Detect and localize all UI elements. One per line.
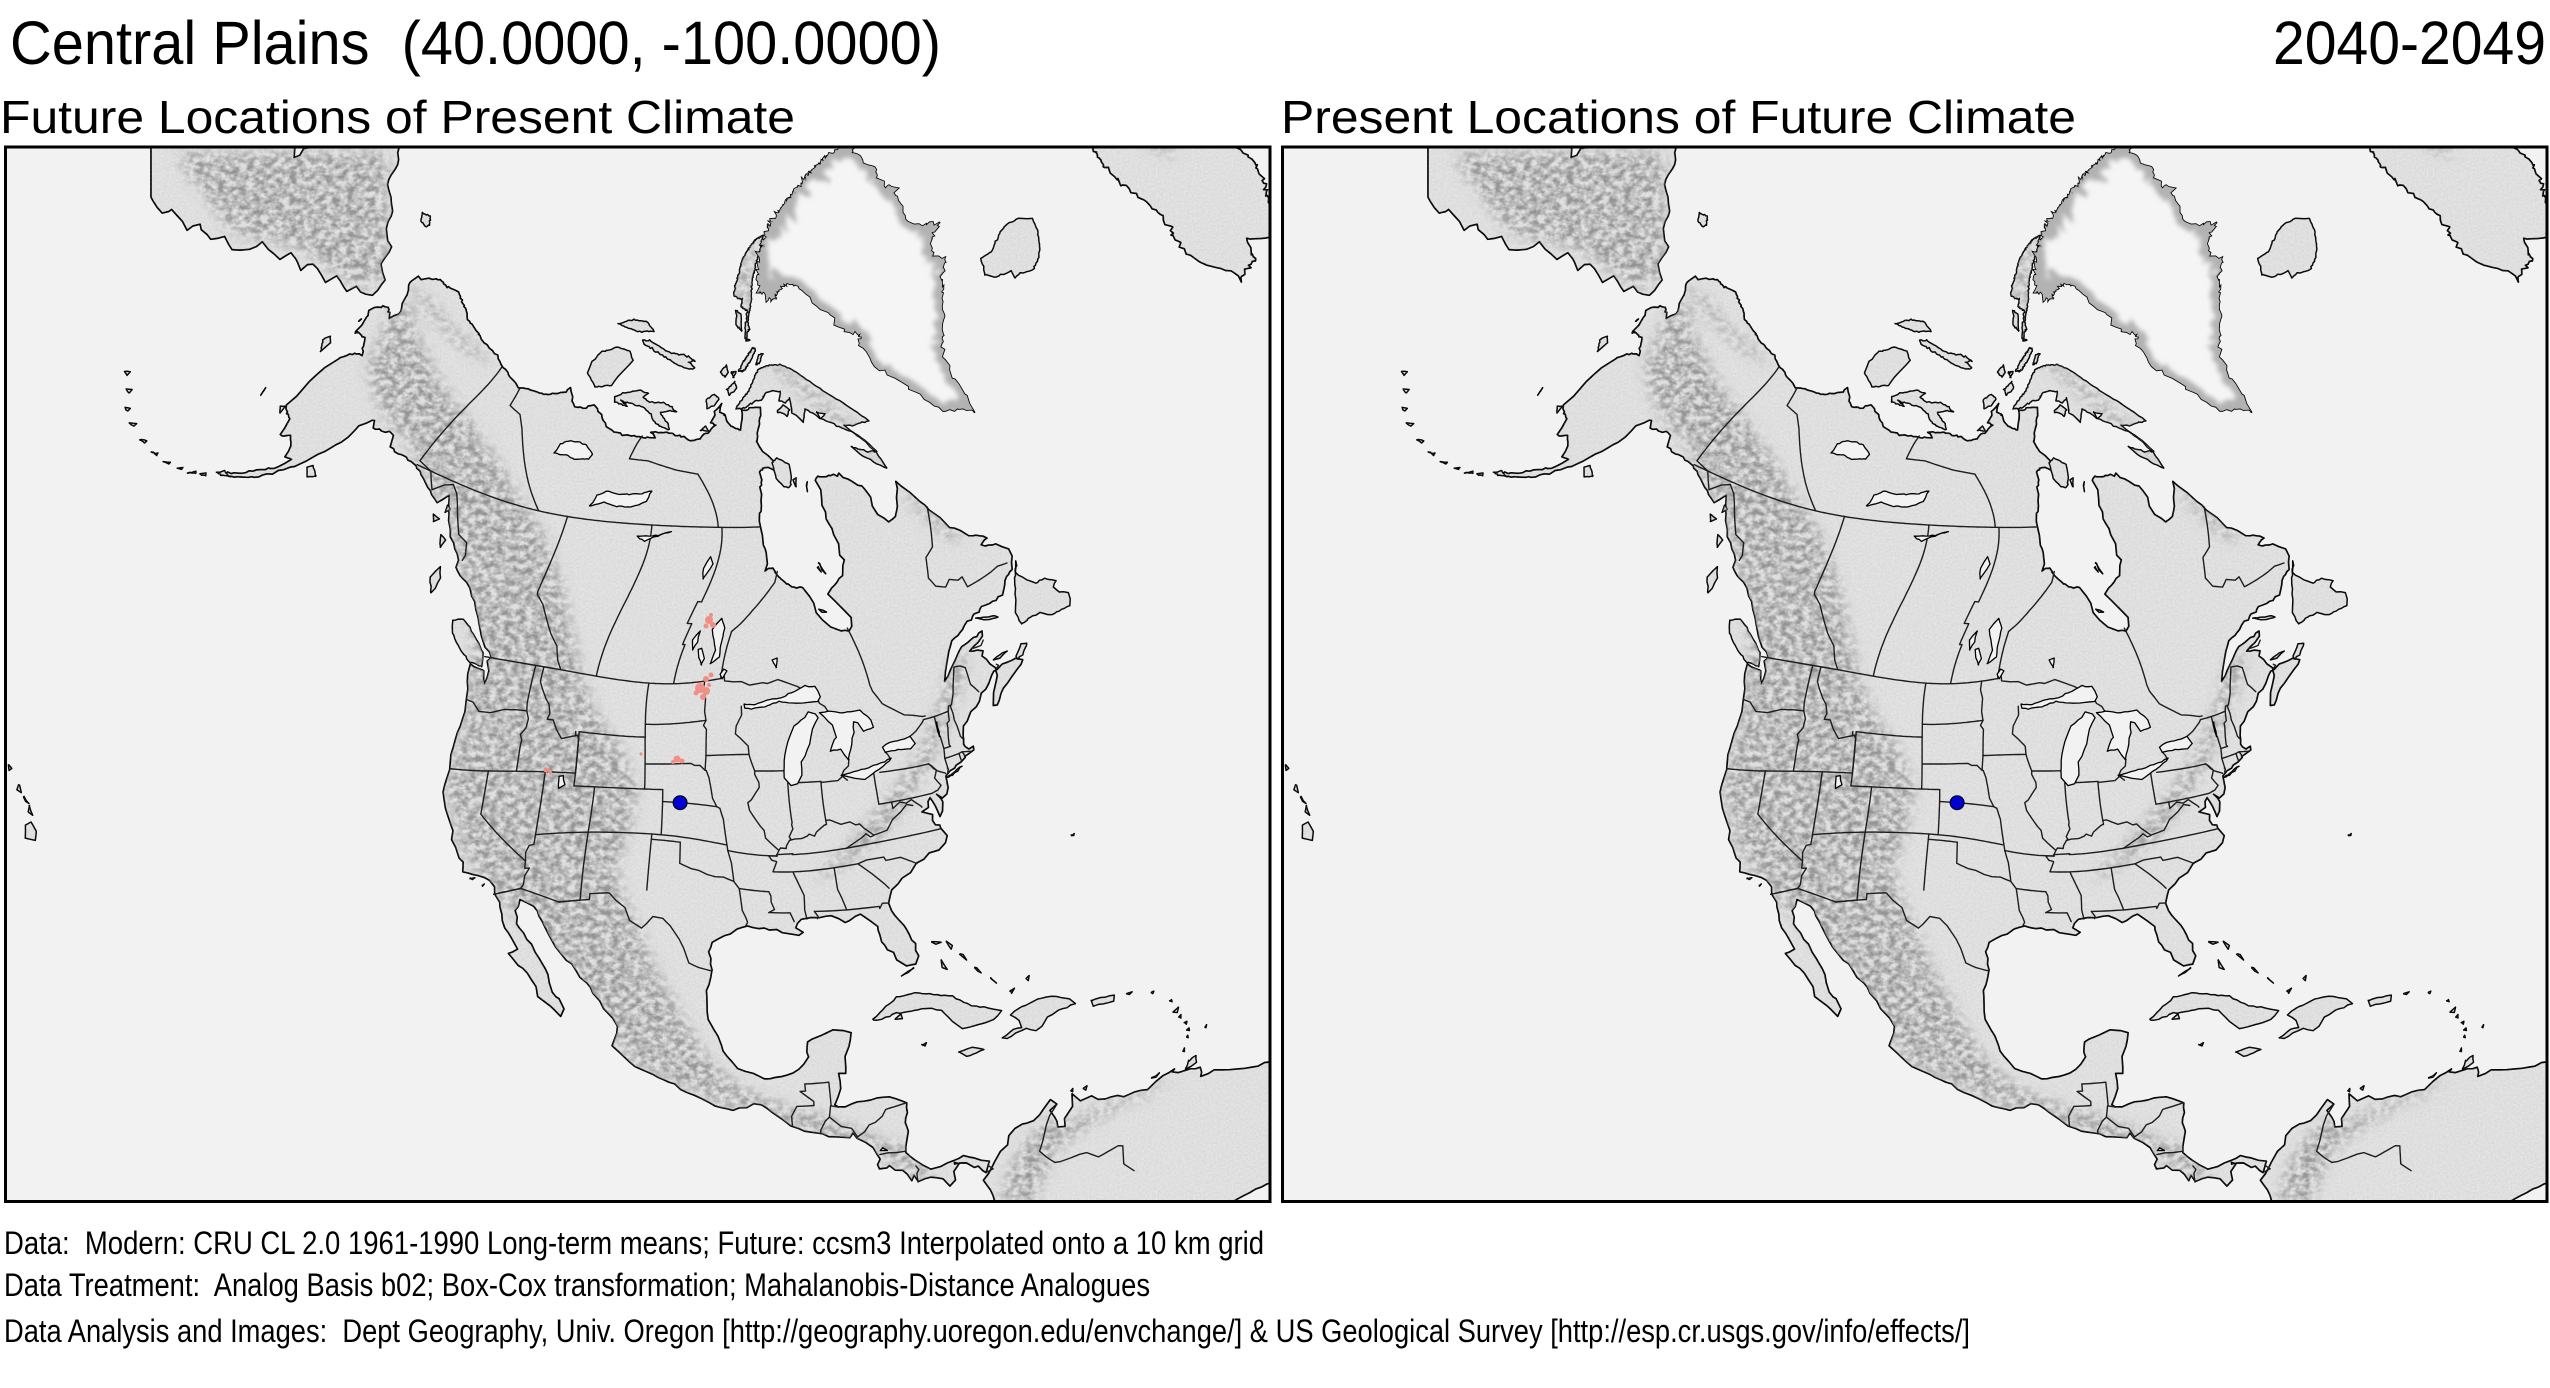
- svg-text:Data Treatment: Analog Basis: Data Treatment: Analog Basis b02; Box-Co…: [4, 1267, 1150, 1303]
- svg-text:Data: Modern: CRU CL 2.0 1961: Data: Modern: CRU CL 2.0 1961-1990 Long-…: [4, 1225, 1264, 1261]
- svg-text:Central Plains (40.0000, -100: Central Plains (40.0000, -100.0000): [10, 9, 941, 77]
- svg-text:Present Locations of Future Cl: Present Locations of Future Climate: [1281, 91, 2076, 143]
- svg-text:2040-2049: 2040-2049: [2273, 9, 2546, 77]
- svg-text:Future Locations of Present Cl: Future Locations of Present Climate: [0, 91, 795, 143]
- svg-text:Data Analysis and Images: Dep: Data Analysis and Images: Dept Geography…: [4, 1313, 1970, 1349]
